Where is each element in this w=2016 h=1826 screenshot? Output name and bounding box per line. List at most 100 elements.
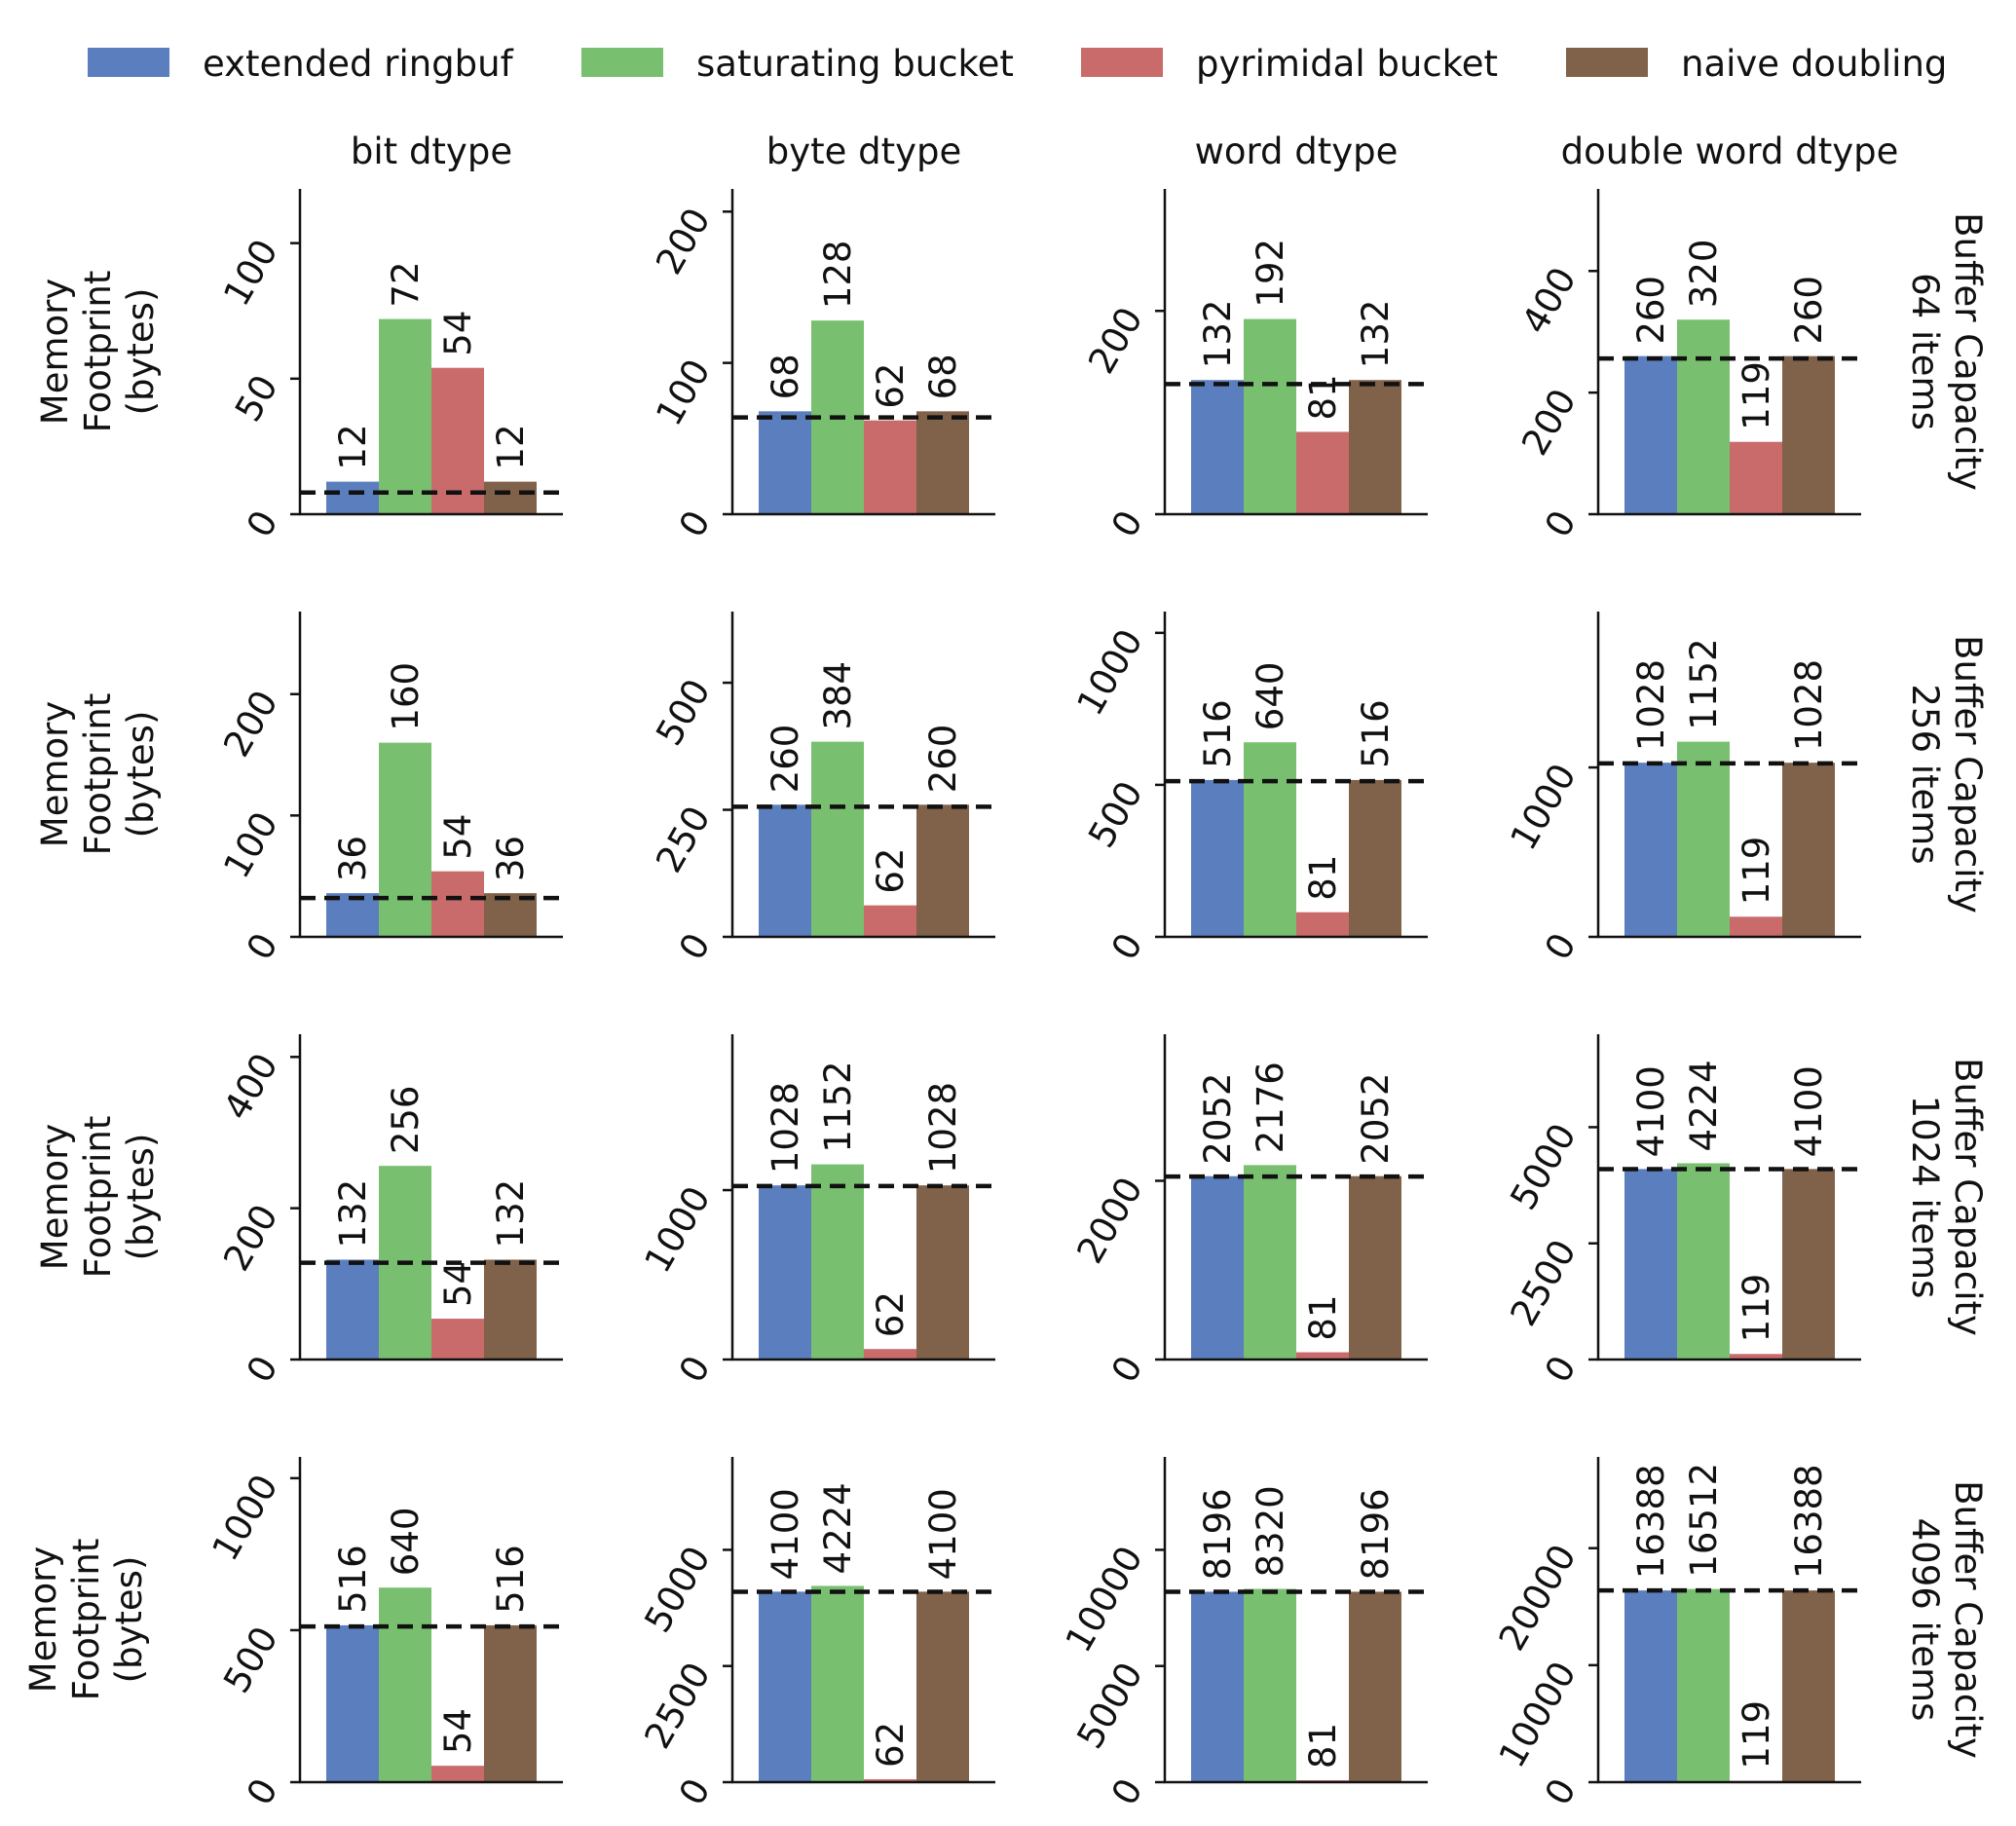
bar [864,420,916,514]
y-tick-label: 500 [215,1620,286,1700]
data-label: 132 [490,1179,532,1248]
data-label: 16388 [1788,1464,1830,1579]
y-tick-label: 5000 [1068,1656,1150,1756]
legend-item: naive doubling [1566,43,1947,85]
bar [916,1591,969,1782]
data-label: 260 [765,725,806,794]
bar [916,411,969,514]
bar [1730,916,1782,937]
bar [864,1779,916,1782]
row-label-line: 4096 items [1904,1518,1946,1722]
panel: 260 384 62 260 0 250 500 [648,612,995,967]
y-tick-label: 0 [1103,503,1151,544]
bar [379,318,431,514]
y-axis-label: Memory Footprint (bytes) [34,1116,162,1279]
y-tick-label: 2500 [636,1656,718,1756]
data-label: 640 [385,1508,427,1577]
y-axis-label-line: (bytes) [120,1134,162,1261]
data-label: 8196 [1197,1488,1239,1580]
y-tick-label: 250 [648,800,719,880]
legend-swatch [581,48,663,77]
panel: 4100 4224 62 4100 0 2500 5000 [636,1457,995,1812]
data-label: 2176 [1250,1062,1291,1153]
bar [916,1185,969,1360]
y-axis-label-line: (bytes) [120,288,162,416]
y-tick-label: 20000 [1491,1538,1585,1658]
bar [379,742,431,937]
bar [759,1185,811,1360]
y-tick-label: 200 [215,1198,286,1279]
y-tick-label: 2000 [1068,1170,1150,1270]
panel: 516 640 81 516 0 500 1000 [1068,612,1428,967]
y-axis-label-line: Footprint [77,693,119,856]
bar [1782,763,1835,937]
data-label: 1028 [922,1082,964,1174]
bar [1191,1175,1244,1360]
data-label: 192 [1250,239,1291,308]
data-label: 320 [1683,240,1725,309]
data-label: 2052 [1355,1073,1397,1165]
data-label: 119 [1736,1700,1777,1770]
data-label: 16388 [1630,1464,1672,1579]
bar [1730,1354,1782,1360]
panel: 1028 1152 62 1028 0 1000 [636,1034,995,1390]
bar [864,905,916,937]
bar [326,481,379,514]
legend-label: saturating bucket [696,43,1014,85]
bar [759,1591,811,1782]
data-label: 68 [922,354,964,399]
row-label-line: Buffer Capacity [1947,212,1989,491]
y-tick-label: 500 [648,672,719,753]
y-tick-label: 200 [648,201,719,281]
y-axis-label-line: (bytes) [108,1556,150,1684]
bar [1349,1175,1401,1360]
bar [431,871,484,937]
y-tick-label: 0 [1103,1349,1151,1390]
bar [1296,1352,1349,1360]
y-tick-label: 50 [227,368,286,429]
data-label: 260 [922,725,964,794]
y-tick-label: 100 [215,233,286,314]
bar [431,1766,484,1782]
y-axis-label-line: Footprint [77,271,119,433]
legend-label: pyrimidal bucket [1196,43,1498,85]
y-tick-label: 400 [1513,260,1585,341]
y-tick-label: 200 [1513,382,1585,463]
y-tick-label: 100 [215,804,286,885]
data-label: 62 [870,1722,912,1768]
y-tick-label: 5000 [1502,1116,1584,1216]
data-label: 4100 [765,1488,806,1580]
y-tick-label: 0 [671,503,719,544]
data-label: 516 [1197,699,1239,768]
legend-item: saturating bucket [581,43,1014,85]
panel: 2052 2176 81 2052 0 2000 [1068,1034,1428,1390]
panel: 132 256 54 132 0 200 400 [215,1034,563,1390]
y-tick-label: 200 [215,684,286,764]
bar [1296,912,1349,937]
legend-swatch [1566,48,1648,77]
y-axis-label-line: Memory [34,701,76,847]
y-tick-label: 200 [1080,300,1151,381]
data-label: 62 [870,363,912,409]
data-label: 12 [332,425,374,470]
data-label: 68 [765,354,806,399]
data-label: 4224 [817,1482,859,1574]
y-tick-label: 100 [648,353,719,433]
y-tick-label: 10000 [1058,1539,1151,1658]
y-tick-label: 5000 [636,1539,718,1639]
bar [1677,1588,1730,1782]
y-tick-label: 500 [1080,774,1151,855]
y-axis-label-line: (bytes) [120,711,162,838]
bar [1349,1591,1401,1782]
data-label: 1152 [817,1061,859,1152]
data-label: 62 [870,848,912,894]
column-title: double word dtype [1561,130,1899,172]
legend-item: extended ringbuf [88,43,514,85]
y-tick-label: 0 [239,1771,286,1812]
data-label: 260 [1630,276,1672,345]
panel: 4100 4224 119 4100 0 2500 5000 [1502,1034,1861,1390]
bar [1677,1163,1730,1360]
data-label: 1028 [765,1082,806,1174]
panel: 132 192 81 132 0 200 [1080,189,1428,544]
